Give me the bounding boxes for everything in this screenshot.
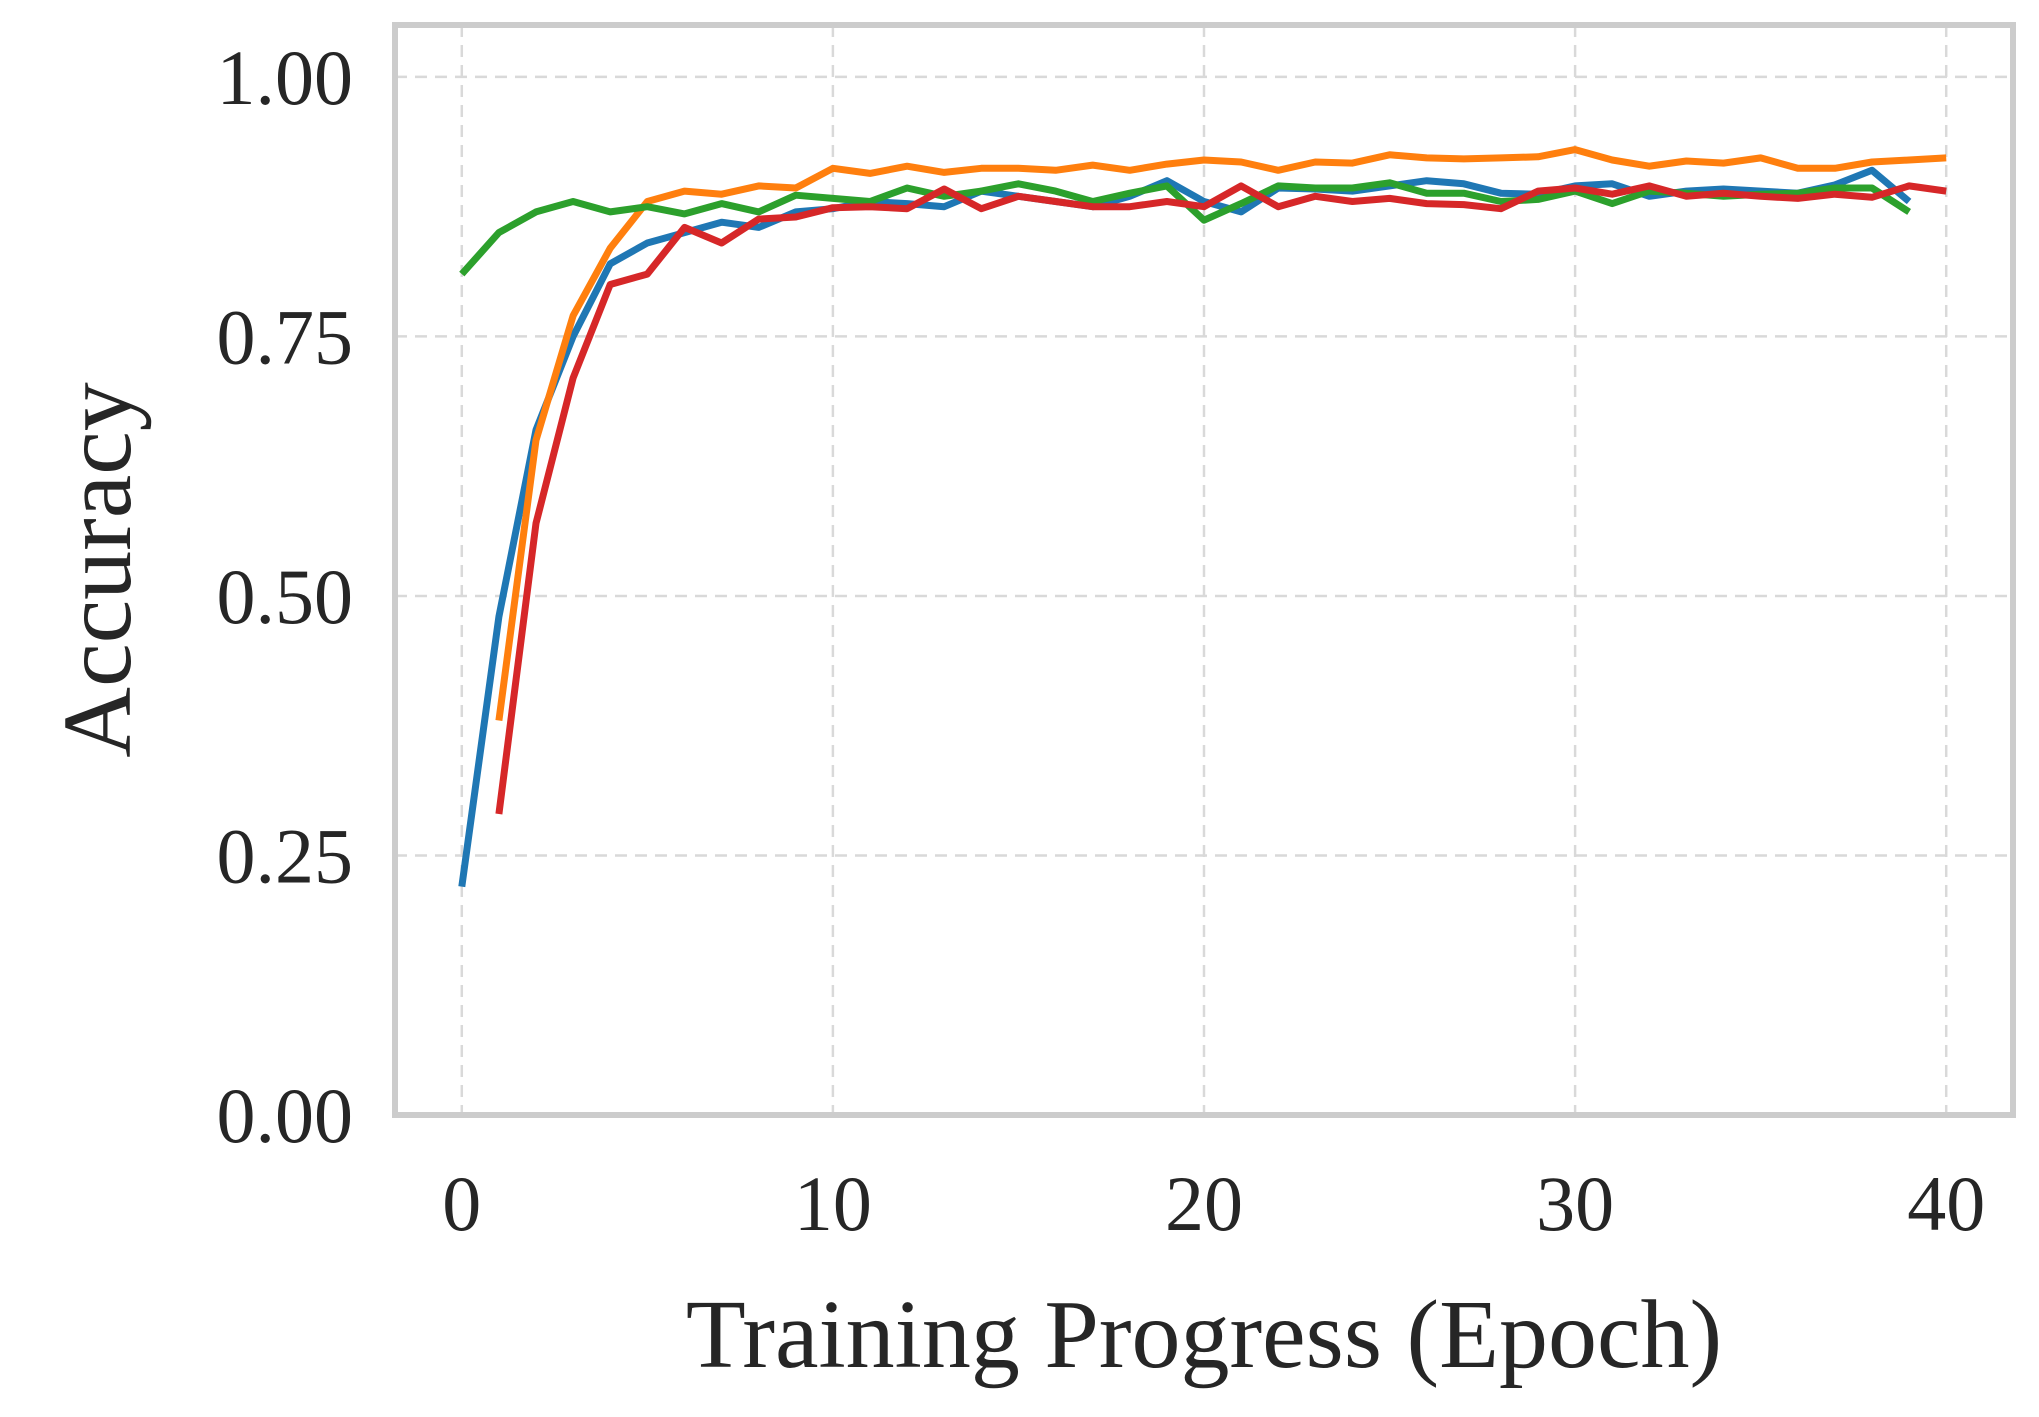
y-tick-label: 0.75 <box>217 293 354 380</box>
y-tick-label: 0.25 <box>217 812 354 899</box>
series-line-4 <box>495 182 1947 815</box>
y-tick-label: 1.00 <box>217 34 354 121</box>
x-tick-label: 10 <box>794 1160 872 1247</box>
y-axis-ticks: 0.00 0.25 0.50 0.75 1.00 <box>217 34 354 1159</box>
x-tick-label: 30 <box>1536 1160 1614 1247</box>
series-lines <box>458 146 1947 888</box>
y-axis-label: Accuracy <box>44 382 152 757</box>
x-tick-label: 0 <box>442 1160 481 1247</box>
y-tick-label: 0.50 <box>217 553 354 640</box>
series-line-2 <box>495 146 1947 721</box>
x-tick-label: 40 <box>1907 1160 1985 1247</box>
x-axis-ticks: 0 10 20 30 40 <box>442 1160 1985 1247</box>
x-tick-label: 20 <box>1165 1160 1243 1247</box>
x-axis-label: Training Progress (Epoch) <box>686 1281 1722 1389</box>
y-tick-label: 0.00 <box>217 1072 354 1159</box>
plot-frame <box>392 22 2016 1118</box>
series-line-1 <box>458 166 1912 888</box>
